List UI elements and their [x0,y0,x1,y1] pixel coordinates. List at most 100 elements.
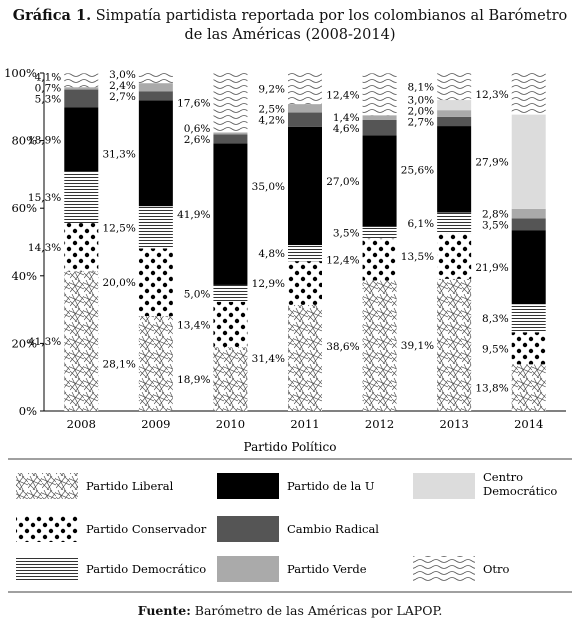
title-line2: de las Américas (2008-2014) [184,27,396,43]
data-label: 41,9% [177,209,210,221]
data-label: 3,0% [407,95,434,107]
data-label: 3,5% [482,219,509,231]
y-tick-label: 80% [11,134,37,148]
data-label: 20,0% [102,277,135,289]
legend-label: Partido Liberal [86,479,174,493]
data-label: 39,1% [401,340,434,352]
bar-segment [511,304,546,333]
bar-segment [362,135,397,227]
legend-swatch [217,473,279,499]
bar-segment [437,212,472,234]
bar-segment [288,245,322,262]
source-note: Fuente: Barómetro de las Américas por LA… [0,603,580,618]
data-label: 28,1% [102,359,135,371]
data-label: 15,3% [28,192,61,204]
data-label: 12,4% [326,89,359,101]
x-tick-label: 2009 [141,417,170,431]
data-label: 4,1% [35,72,62,84]
bar-segment [213,301,248,348]
bar-segment [138,73,173,84]
legend-swatch [16,473,78,499]
bar-segment [138,100,173,207]
x-tick-label: 2010 [216,417,245,431]
bar-segment [362,280,397,411]
bar-segment [138,248,173,317]
bar-segment [213,73,248,133]
bar-segment [511,114,546,209]
data-label: 2,5% [258,103,285,115]
bar-segment [288,112,322,127]
bar-segment [213,284,248,302]
chart-title: Gráfica 1. Simpatía partidista reportada… [0,6,580,45]
data-label: 31,3% [102,148,135,160]
bar-segment [64,223,99,272]
legend-swatch [413,556,475,582]
stacked-bar-chart: 0% 20% 40% 60% 80% 100% 2008 41,3% 14,3% 15,3% 18,… [4,66,572,593]
y-tick-label: 0% [19,404,37,418]
x-tick-label: 2013 [440,417,469,431]
legend-label: Cambio Radical [287,522,379,536]
legend-label: Partido Democrático [86,562,206,576]
data-label: 5,3% [35,94,62,106]
data-label: 12,3% [475,89,508,101]
legend-label: Partido Conservador [86,522,207,536]
data-label: 27,9% [475,157,508,169]
data-label: 2,4% [109,80,136,92]
bar-segment [138,206,173,249]
legend-swatch [16,516,78,542]
data-label: 5,0% [184,288,211,300]
bar-segment [437,110,472,117]
x-tick-label: 2011 [290,417,319,431]
y-tick-label: 40% [11,269,37,283]
data-label: 0,7% [35,83,62,95]
legend-label: Partido de la U [287,479,375,493]
x-axis-title: Partido Político [244,440,337,454]
bar-segment [138,316,173,411]
bar-segment [437,233,472,279]
bar-segment [288,304,322,411]
data-label: 4,6% [333,123,360,135]
data-label: 3,5% [333,228,360,240]
data-label: 27,0% [326,176,359,188]
bar-segment [511,364,546,411]
bar-segment [288,261,322,305]
data-label: 4,8% [258,248,285,260]
data-label: 41,3% [28,336,61,348]
bar-segment [511,230,546,305]
data-label: 2,0% [407,106,434,118]
data-label: 17,6% [177,98,210,110]
data-label: 1,4% [333,112,360,124]
bar-segment [362,119,397,136]
data-label: 25,6% [401,164,434,176]
data-label: 12,9% [252,278,285,290]
bar-segment [362,226,397,239]
data-label: 13,4% [177,319,210,331]
bar-segment [64,107,99,172]
data-label: 35,0% [252,181,285,193]
data-label: 12,4% [326,255,359,267]
y-tick-label: 20% [11,336,37,350]
title-prefix: Gráfica 1. [12,7,92,24]
bar-segment [511,218,546,231]
data-label: 4,2% [258,115,285,127]
x-tick-label: 2012 [365,417,394,431]
data-label: 3,0% [109,69,136,81]
data-label: 21,9% [475,262,508,274]
data-label: 9,5% [482,343,509,355]
data-label: 2,6% [184,134,211,146]
bar-segment [362,238,397,281]
bar-segment [64,271,99,411]
legend-label: Otro [483,562,510,576]
legend-label: Centro Democrático [483,470,557,498]
data-label: 31,4% [252,353,285,365]
bar-segment [64,89,99,108]
data-label: 6,1% [407,218,434,230]
title-line1: Simpatía partidista reportada por los co… [95,8,568,24]
data-label: 2,7% [407,117,434,129]
bar-segment [288,104,322,113]
legend-swatch [217,516,279,542]
data-label: 13,5% [401,251,434,263]
legend-swatch [217,556,279,582]
bar-segment [64,73,99,88]
source-text: Barómetro de las Américas por LAPOP. [194,603,443,618]
